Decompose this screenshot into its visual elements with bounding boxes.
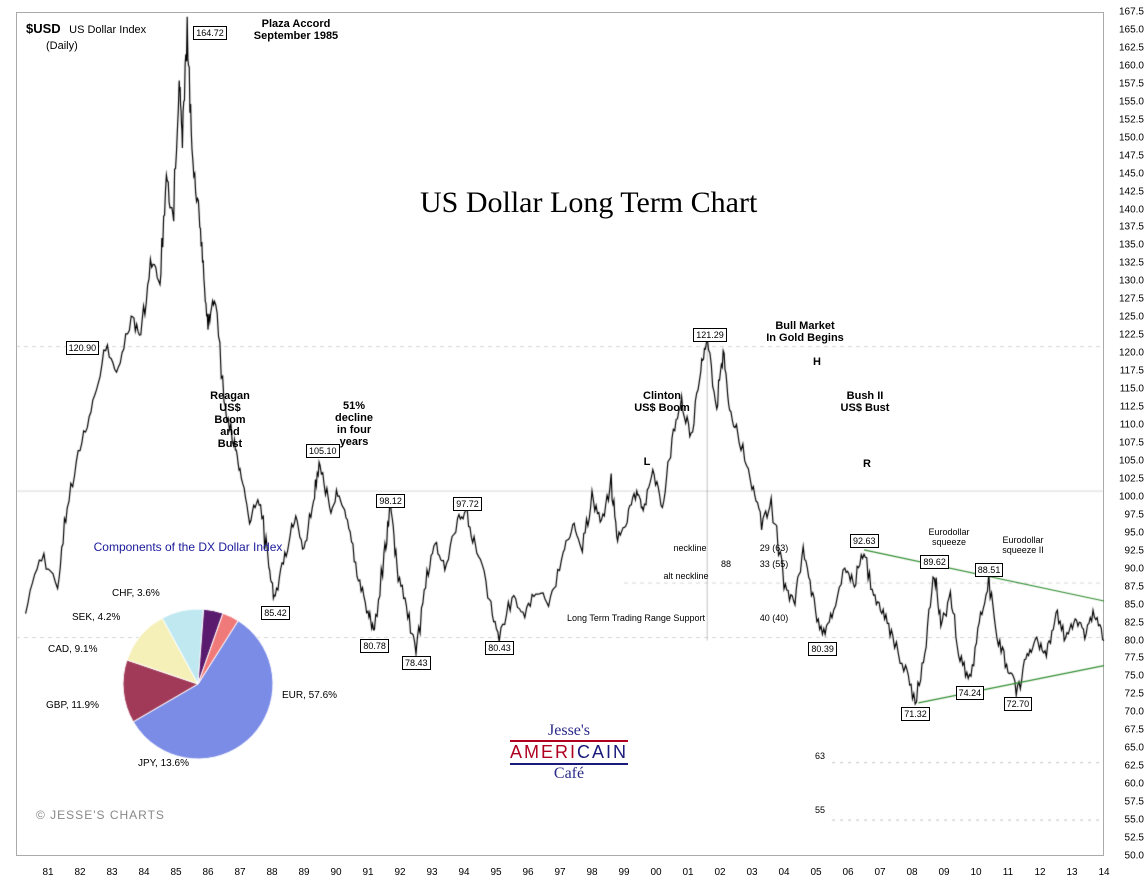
- value-box: 80.39: [808, 642, 837, 656]
- annotation-fib88: 88: [716, 560, 736, 570]
- value-box: 74.24: [956, 686, 985, 700]
- value-box: 97.72: [453, 497, 482, 511]
- annotation-reagan: ReaganUS$BoomandBust: [200, 390, 260, 450]
- pie-title: Components of the DX Dollar Index: [28, 540, 348, 554]
- annotation-euro1: Eurodollarsqueeze: [914, 528, 984, 548]
- x-axis-ticks: 8182838485868788899091929394959697989900…: [0, 860, 1148, 878]
- pie-label: CHF, 3.6%: [112, 588, 160, 599]
- pie-label: EUR, 57.6%: [282, 690, 337, 701]
- logo-line1: Jesse's: [510, 724, 628, 738]
- annotation-R: R: [860, 458, 874, 470]
- annotation-altneck: alt neckline: [648, 572, 724, 582]
- logo-line3: Café: [510, 767, 628, 781]
- annotation-fib1: 29 (63): [744, 544, 804, 554]
- annotation-H: H: [810, 356, 824, 368]
- value-box: 71.32: [901, 707, 930, 721]
- pie-label: JPY, 13.6%: [138, 758, 189, 769]
- value-box: 164.72: [193, 26, 227, 40]
- value-box: 92.63: [850, 534, 879, 548]
- pie-label: GBP, 11.9%: [46, 700, 99, 711]
- annotation-lv63: 63: [808, 752, 832, 762]
- chart-frame: $USD US Dollar Index (Daily) 50.052.555.…: [0, 0, 1148, 884]
- value-box: 80.43: [485, 641, 514, 655]
- value-box: 89.62: [920, 555, 949, 569]
- value-box: 72.70: [1004, 697, 1033, 711]
- value-box: 78.43: [402, 656, 431, 670]
- annotation-decline51: 51%declinein fouryears: [324, 400, 384, 448]
- annotation-bush: Bush IIUS$ Bust: [820, 390, 910, 414]
- annotation-title: US Dollar Long Term Chart: [420, 186, 900, 220]
- pie-label: SEK, 4.2%: [72, 612, 120, 623]
- pie-canvas: [28, 560, 348, 790]
- y-axis-ticks: 50.052.555.057.560.062.565.067.570.072.5…: [1110, 0, 1144, 884]
- header-block: $USD US Dollar Index (Daily): [26, 20, 146, 52]
- value-box: 120.90: [66, 341, 100, 355]
- value-box: 80.78: [360, 639, 389, 653]
- annotation-ltrs: Long Term Trading Range Support: [536, 614, 736, 624]
- logo: Jesse's AMERICAIN Café: [510, 724, 628, 781]
- annotation-L: L: [640, 456, 654, 468]
- annotation-lv55: 55: [808, 806, 832, 816]
- symbol-desc: US Dollar Index: [69, 24, 146, 36]
- annotation-plaza: Plaza AccordSeptember 1985: [226, 18, 366, 42]
- annotation-bull: Bull MarketIn Gold Begins: [740, 320, 870, 344]
- copyright: © JESSE'S CHARTS: [36, 808, 165, 822]
- pie-chart: Components of the DX Dollar Index EUR, 5…: [28, 540, 348, 790]
- annotation-fib3: 40 (40): [744, 614, 804, 624]
- logo-line2: AMERICAIN: [510, 744, 628, 760]
- annotation-clinton: ClintonUS$ Boom: [612, 390, 712, 414]
- symbol: $USD: [26, 21, 61, 36]
- value-box: 98.12: [376, 494, 405, 508]
- annotation-fib2: 33 (55): [744, 560, 804, 570]
- pie-label: CAD, 9.1%: [48, 644, 97, 655]
- annotation-neckline: neckline: [660, 544, 720, 554]
- interval: (Daily): [46, 40, 146, 52]
- value-box: 88.51: [975, 563, 1004, 577]
- value-box: 121.29: [693, 328, 727, 342]
- annotation-euro2: Eurodollarsqueeze II: [988, 536, 1058, 556]
